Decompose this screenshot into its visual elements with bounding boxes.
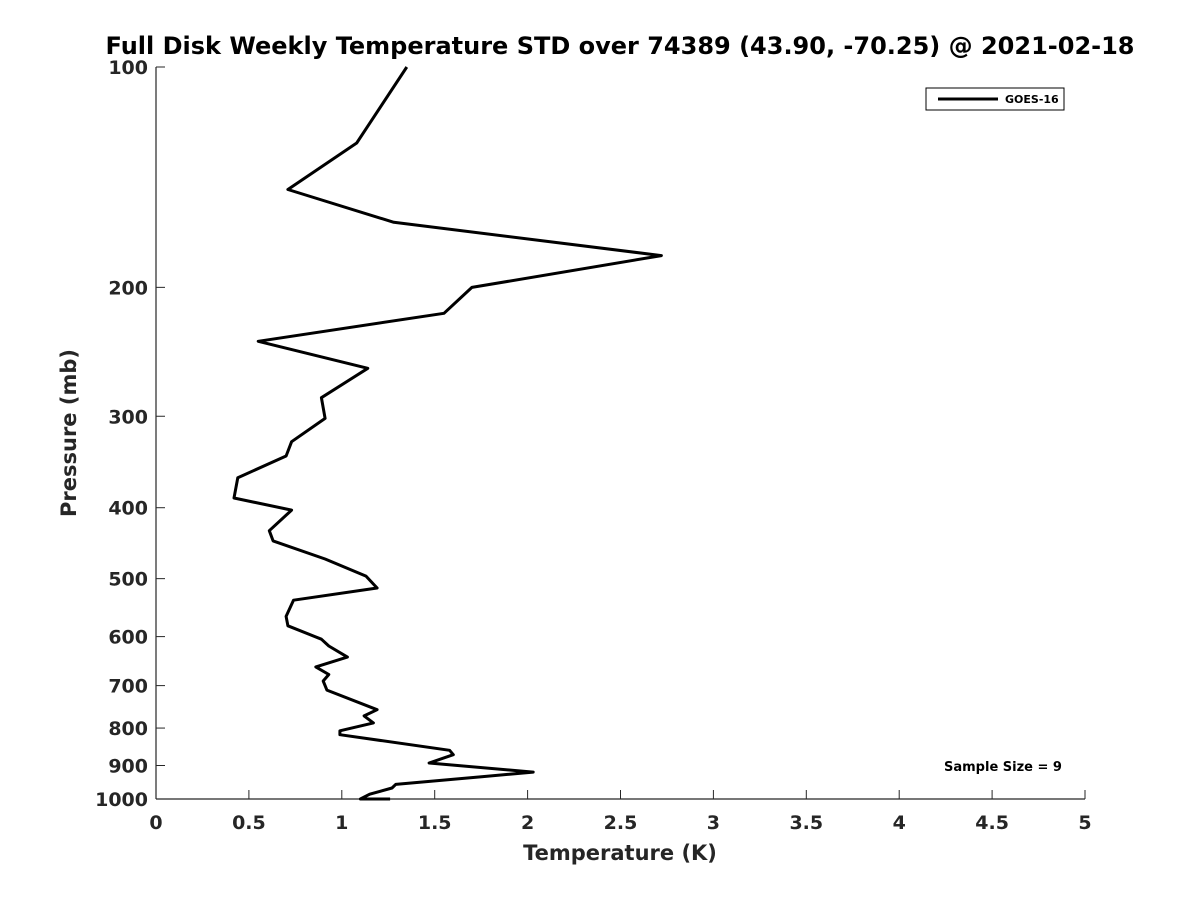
y-tick-label: 600 [108,627,148,649]
x-ticks: 0 0.5 1 1.5 2 2.5 3 3.5 4 4.5 5 [149,790,1092,834]
plot-frame [156,67,1085,799]
y-ticks: 100 200 300 400 500 600 700 800 900 1000 [95,57,165,811]
series-layer [232,66,663,801]
y-axis-label: Pressure (mb) [57,349,81,517]
x-tick-label: 2.5 [604,812,638,834]
series-line-goes-16 [232,66,663,801]
x-tick-label: 1.5 [418,812,452,834]
x-tick-label: 4.5 [975,812,1009,834]
x-tick-label: 2 [521,812,534,834]
y-tick-label: 100 [108,57,148,79]
x-tick-label: 4 [893,812,906,834]
legend: GOES-16 [925,87,1065,111]
x-tick-label: 5 [1078,812,1091,834]
y-tick-label: 200 [108,277,148,299]
x-tick-label: 0 [149,812,162,834]
y-tick-label: 800 [108,718,148,740]
sample-size-annotation: Sample Size = 9 [944,760,1062,775]
x-tick-label: 3 [707,812,720,834]
y-tick-label: 300 [108,406,148,428]
x-tick-label: 3.5 [789,812,823,834]
x-axis-label: Temperature (K) [523,841,717,865]
chart-title: Full Disk Weekly Temperature STD over 74… [106,32,1135,60]
y-tick-label: 900 [108,756,148,778]
y-tick-label: 400 [108,498,148,520]
y-tick-label: 700 [108,676,148,698]
y-tick-label: 500 [108,569,148,591]
x-tick-label: 1 [335,812,348,834]
y-tick-label: 1000 [95,789,148,811]
x-tick-label: 0.5 [232,812,266,834]
legend-label: GOES-16 [1005,93,1059,106]
